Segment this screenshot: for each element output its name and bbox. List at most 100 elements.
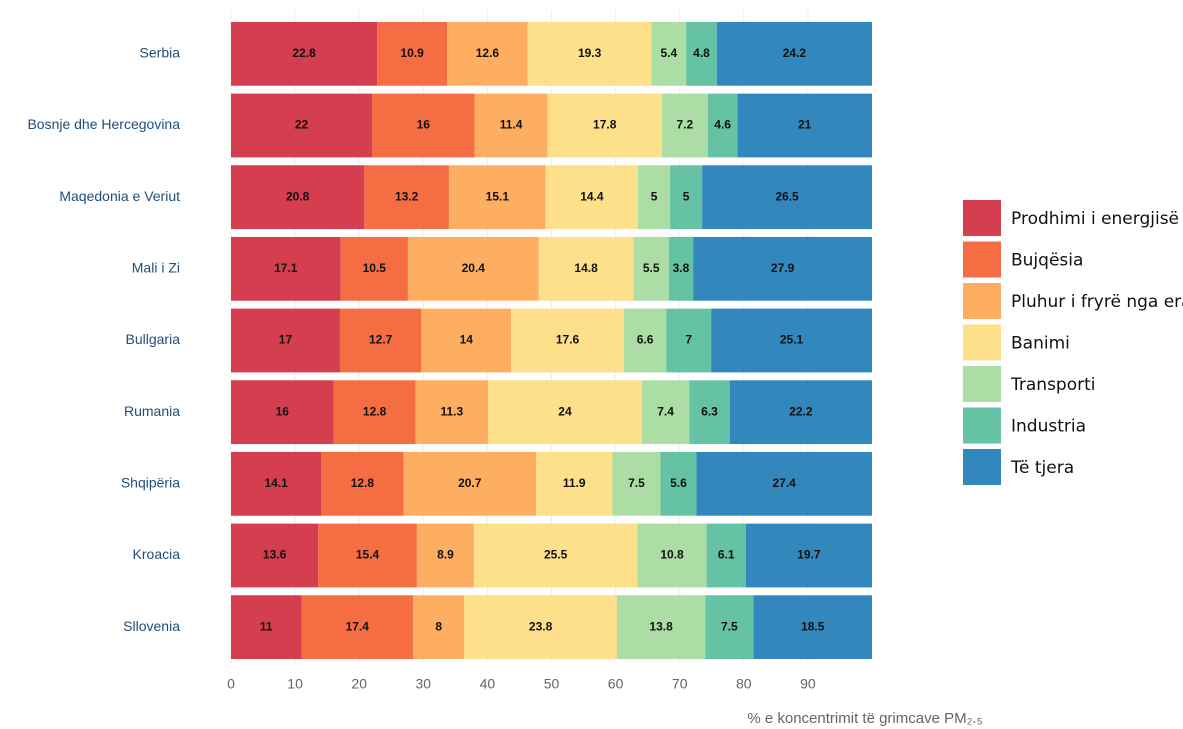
data-label: 17.8 [593, 118, 617, 132]
bar-segment [745, 523, 872, 588]
data-label: 5.4 [660, 46, 677, 60]
data-label: 5 [683, 189, 690, 203]
bar-segment [231, 523, 319, 588]
data-label: 7 [685, 333, 692, 347]
x-axis-label: % e koncentrimit të grimcave PM₂.₅ [747, 710, 982, 727]
bar-segment [705, 595, 754, 660]
bar-segment [377, 21, 448, 86]
data-label: 27.9 [771, 261, 795, 275]
legend-label: Transporti [1010, 375, 1096, 395]
bar-segment [231, 380, 334, 445]
data-label: 12.8 [363, 404, 387, 418]
bar-segment [421, 308, 512, 373]
legend-swatch [963, 407, 1001, 444]
bar-segment [318, 523, 417, 588]
bar-segment [372, 93, 475, 158]
bar-segment [670, 165, 703, 230]
bar-segment [707, 93, 738, 158]
bar-segment [464, 595, 617, 660]
data-label: 5.5 [643, 261, 660, 275]
x-tick-label: 60 [608, 676, 624, 692]
data-label: 22 [295, 118, 309, 132]
data-label: 13.6 [263, 548, 287, 562]
bar-segment [473, 523, 638, 588]
bar-segment [737, 93, 872, 158]
bar-segment [651, 21, 687, 86]
data-label: 10.5 [363, 261, 387, 275]
x-tick-label: 20 [351, 676, 367, 692]
bar-segment [706, 523, 746, 588]
data-label: 3.8 [673, 261, 690, 275]
data-label: 25.1 [780, 333, 804, 347]
data-label: 4.6 [714, 118, 731, 132]
data-label: 6.3 [701, 404, 718, 418]
bar-segment [633, 236, 669, 301]
bar-segment [231, 595, 302, 660]
data-label: 8.9 [437, 548, 454, 562]
bar-segment [333, 380, 416, 445]
data-label: 7.4 [657, 404, 674, 418]
data-label: 14 [460, 333, 474, 347]
category-label: Kroacia [133, 546, 181, 562]
bar-segment [753, 595, 872, 660]
x-tick-label: 70 [672, 676, 688, 692]
bar-segment [511, 308, 624, 373]
bar-segment [536, 451, 613, 516]
bar-segment [231, 21, 378, 86]
data-label: 12.6 [476, 46, 500, 60]
legend-swatch [963, 200, 1001, 236]
data-label: 22.8 [292, 46, 316, 60]
legend-swatch [963, 283, 1001, 319]
bar-segment [702, 165, 872, 230]
category-label: Sllovenia [123, 618, 180, 634]
data-label: 7.5 [721, 619, 738, 633]
bar-segment [538, 236, 634, 301]
data-label: 22.2 [789, 404, 813, 418]
category-label: Bullgaria [126, 331, 181, 347]
bar-segment [612, 451, 661, 516]
bar-segment [301, 595, 414, 660]
data-label: 11.3 [440, 404, 463, 418]
bar-segment [637, 523, 707, 588]
data-label: 17 [279, 333, 293, 347]
bar-segment [668, 236, 694, 301]
bar-segment [413, 595, 465, 660]
bar-segment [415, 380, 489, 445]
category-label: Mali i Zi [132, 260, 180, 276]
data-label: 16 [276, 404, 290, 418]
data-label: 11.4 [500, 118, 523, 132]
data-label: 18.5 [801, 619, 825, 633]
data-label: 6.1 [718, 548, 735, 562]
data-label: 5.6 [670, 476, 687, 490]
category-label: Serbia [140, 45, 181, 61]
bar-segment [616, 595, 706, 660]
x-tick-label: 50 [544, 676, 560, 692]
data-label: 14.4 [580, 189, 604, 203]
data-label: 4.8 [693, 46, 710, 60]
legend-swatch [963, 449, 1001, 485]
bar-segment [660, 451, 697, 516]
data-label: 11.9 [563, 476, 586, 490]
data-label: 10.8 [660, 548, 684, 562]
data-label: 17.1 [274, 261, 298, 275]
legend-label: Industria [1011, 417, 1086, 437]
data-label: 26.5 [775, 189, 799, 203]
legend-label: Prodhimi i energjisë [1011, 209, 1179, 229]
bar-segment [416, 523, 474, 588]
data-label: 11 [260, 619, 273, 633]
category-label: Maqedonia e Veriut [59, 188, 180, 204]
bar-segment [231, 451, 322, 516]
data-label: 19.7 [797, 548, 821, 562]
data-label: 17.6 [556, 333, 580, 347]
legend-swatch [963, 324, 1001, 361]
bar-segment [638, 165, 671, 230]
data-label: 13.8 [649, 619, 673, 633]
x-tick-label: 80 [736, 676, 752, 692]
category-label: Bosnje dhe Hercegovina [27, 116, 180, 132]
bar-segment [696, 451, 872, 516]
x-tick-label: 10 [287, 676, 303, 692]
data-label: 27.4 [773, 476, 797, 490]
category-label: Rumania [124, 403, 180, 419]
bar-segment [661, 93, 708, 158]
data-label: 8 [435, 619, 442, 633]
